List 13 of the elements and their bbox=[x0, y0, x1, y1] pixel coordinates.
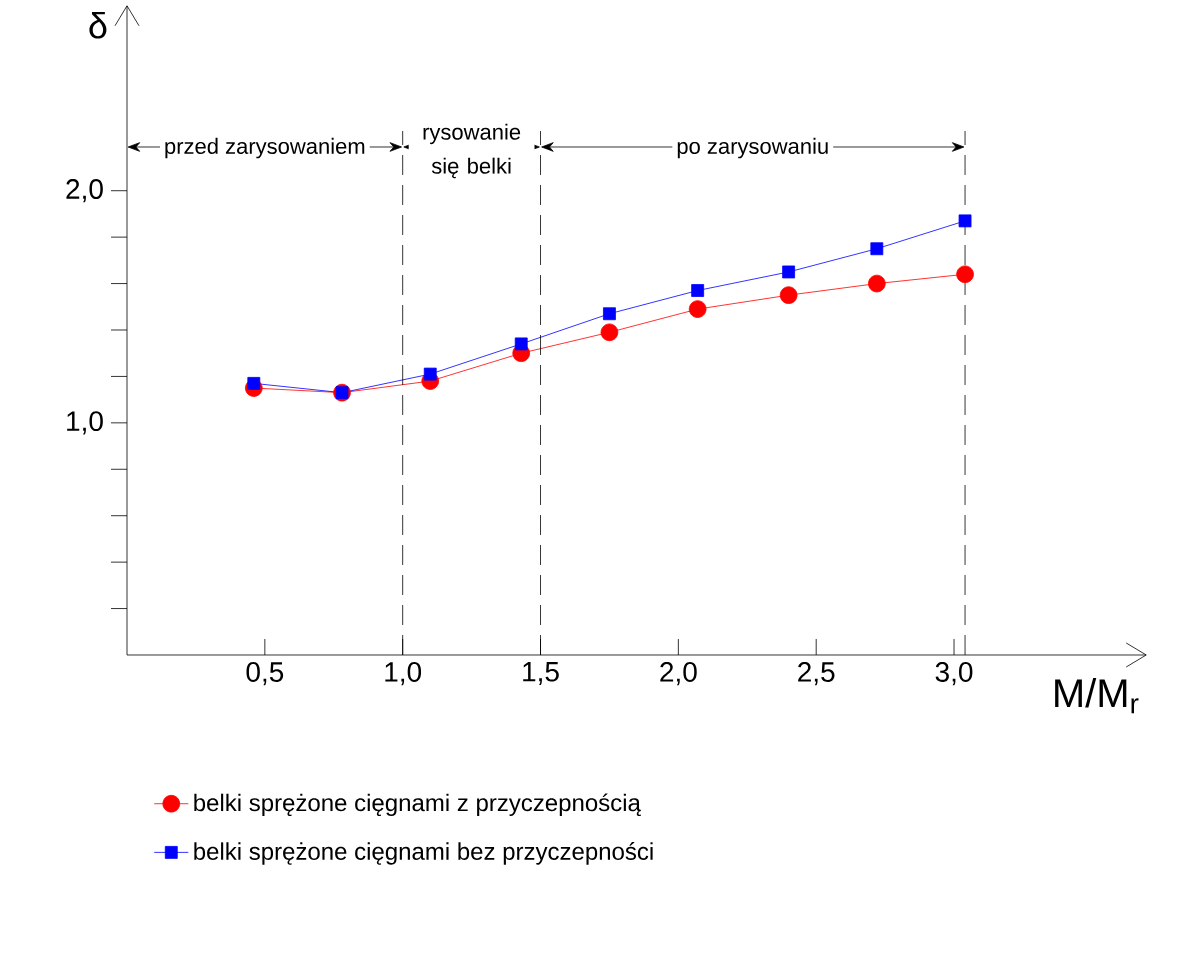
annotation: rysowanie się belki bbox=[423, 123, 521, 179]
x-tick-label: 0,5 bbox=[246, 662, 284, 686]
legend-label: belki sprężone cięgnami bez przyczepności bbox=[194, 842, 653, 865]
y-axis-title: δ bbox=[89, 12, 107, 39]
x-tick-label: 2,0 bbox=[660, 662, 697, 686]
x-tick-label: 1,0 bbox=[385, 662, 422, 686]
x-axis-title: M/M$_{r}$ bbox=[1055, 678, 1139, 714]
legend-label: belki sprężone cięgnami z przyczepnością bbox=[194, 793, 641, 817]
x-tick-label: 3,0 bbox=[935, 662, 973, 686]
x-tick-label: 2,5 bbox=[798, 662, 835, 686]
x-tick-label: 1,5 bbox=[523, 662, 559, 685]
annotation: przed zarysowaniem bbox=[165, 137, 365, 159]
annotation: po zarysowaniu bbox=[677, 137, 828, 159]
